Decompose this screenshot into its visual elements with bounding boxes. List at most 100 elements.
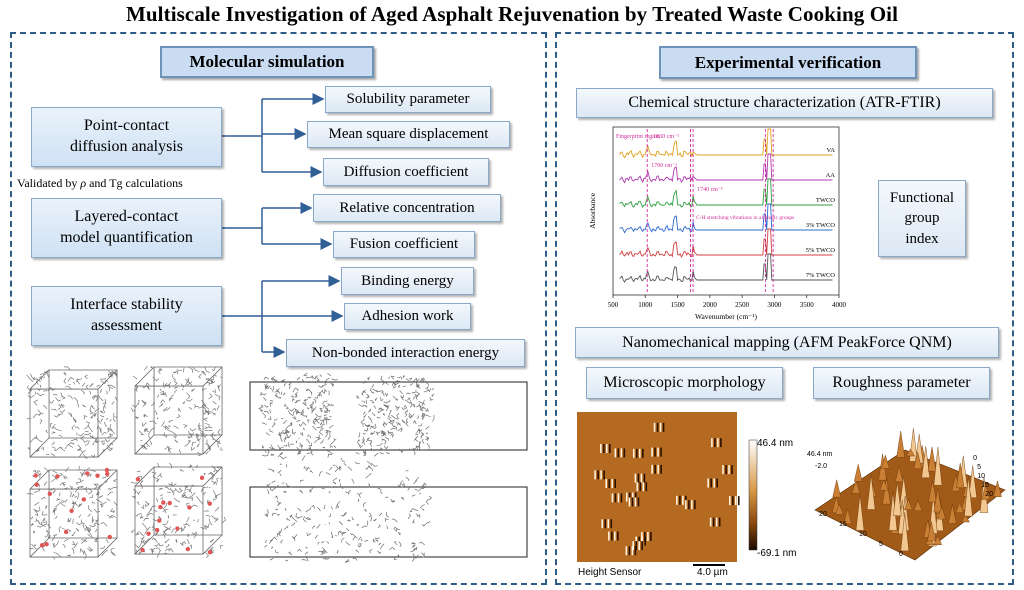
afm-scale-max-label: 46.4 nm (757, 438, 794, 449)
ftir-series-label-1: AA (826, 172, 836, 179)
afm-3d-peak (893, 481, 902, 516)
afm-stripe-domain (653, 422, 665, 432)
afm-stripe-domain (632, 448, 644, 458)
afm-3d-peak (993, 480, 1002, 497)
point-contact-diffusion-box: Point-contact diffusion analysis (31, 107, 222, 167)
afm-3d-peak (899, 476, 908, 507)
afm-3d-peak (933, 535, 943, 545)
ftir-series-line-5 (619, 253, 833, 283)
afm-stripe-domain (611, 493, 623, 503)
afm-stripe-domain (722, 465, 733, 475)
ftir-xtick-label-7: 4000 (832, 301, 847, 309)
afm-3d-peak (933, 446, 943, 486)
afm-3d-peak (921, 446, 930, 478)
afm-stripe-domain (608, 531, 619, 541)
ftir-series-label-2: TWCO (816, 197, 835, 204)
afm-stripe-domain (685, 500, 696, 510)
ftir-series-label-3: 3% TWCO (806, 222, 836, 229)
experimental-verification-header: Experimental verification (659, 46, 917, 79)
afm-stripe-domain (625, 546, 637, 556)
microscopic-morphology-box: Microscopic morphology (586, 367, 783, 399)
diffusion-coefficient-box: Diffusion coefficient (323, 158, 489, 186)
experimental-verification-panel (555, 32, 1014, 585)
ftir-xlabel: Wavenumber (cm⁻¹) (695, 312, 758, 321)
afm-stripe-domain (632, 541, 644, 551)
ftir-series-line-1 (619, 153, 833, 184)
afm-3d-peak (835, 503, 844, 515)
validation-note-pre: Validated by (17, 176, 81, 190)
afm-3d-tick-right-1: 15 (981, 482, 989, 489)
binding-energy-box: Binding energy (341, 267, 474, 295)
ftir-xtick-label-6: 3500 (800, 301, 815, 309)
afm-3d-peak (948, 504, 957, 524)
afm-height-image (577, 412, 758, 566)
afm-3d-peak (961, 515, 970, 523)
solubility-parameter-box: Solubility parameter (325, 86, 491, 113)
afm-3d-peak (896, 430, 905, 458)
ftir-annotation-fingerprint: Fingerprint region (616, 134, 660, 140)
molecular-box-aa (130, 365, 223, 457)
ftir-spectra-chart: 500 1000 1500 2000 2500 3000 3500 4000 Wavenumbe… (588, 126, 847, 321)
afm-3d-tick-right-0: 20 (985, 491, 993, 498)
afm-3d-peak (913, 452, 922, 469)
afm-stripe-domain (634, 473, 646, 483)
fg-line2: group (904, 210, 940, 227)
afm-scale-min-label: -69.1 nm (757, 548, 797, 559)
ftir-series-line-3 (619, 203, 833, 234)
afm-stripe-domain (614, 448, 626, 458)
afm-3d-peak (843, 508, 852, 525)
relative-concentration-box: Relative concentration (313, 194, 501, 222)
ftir-series-label-0: VA (826, 147, 835, 154)
layered-contact-line2: model quantification (60, 229, 193, 246)
afm-stripe-domain (641, 532, 652, 542)
afm-3d-peak (955, 462, 965, 488)
afm-3d-peak (906, 448, 915, 457)
fg-line3: index (905, 230, 939, 247)
afm-3d-tick-right-4: 0 (973, 455, 977, 462)
afm-stripe-domain (651, 447, 662, 457)
layered-contact-model-box: Layered-contact model quantification (31, 198, 222, 258)
afm-3d-peak (981, 483, 991, 500)
functional-group-index-box: Functional group index (878, 180, 966, 257)
molecular-models-image (26, 365, 528, 564)
afm-3d-peak (927, 521, 936, 542)
afm-3d-peak (881, 454, 890, 469)
afm-3d-peak (853, 464, 863, 482)
ftir-xtick-label-2: 1500 (671, 301, 686, 309)
ftir-ylabel: Absorbance (588, 192, 597, 228)
afm-3d-peak (904, 499, 913, 510)
afm-3d-peak (937, 505, 946, 520)
molecular-simulation-panel (10, 32, 547, 585)
afm-stripe-domain (651, 464, 662, 474)
mean-square-displacement-box: Mean square displacement (307, 121, 510, 148)
afm-3d-tick-right-2: 10 (977, 473, 985, 480)
ftir-series-line-2 (619, 178, 833, 209)
point-contact-line2: diffusion analysis (69, 138, 184, 155)
afm-3d-peak (851, 479, 861, 494)
afm-3d-tick-right-3: 5 (977, 464, 981, 471)
point-contact-line1: Point-contact (83, 117, 170, 135)
afm-3d-peak (879, 479, 889, 491)
afm-stripe-domain (709, 517, 721, 527)
ftir-series-label-5: 7% TWCO (806, 272, 836, 279)
afm-3d-peak (933, 487, 943, 513)
ftir-plot-frame (612, 126, 840, 296)
ftir-xtick-label-4: 2500 (735, 301, 750, 309)
afm-3d-peak (928, 480, 937, 503)
roughness-parameter-box: Roughness parameter (813, 367, 990, 399)
afm-3d-peak (913, 499, 923, 511)
ftir-annotation-1700: 1700 cm⁻¹ (651, 163, 677, 169)
fg-line1: Functional (889, 190, 955, 207)
non-bonded-interaction-energy-box: Non-bonded interaction energy (286, 339, 525, 367)
afm-stripe-domain (628, 497, 640, 507)
adhesion-work-box: Adhesion work (344, 303, 471, 330)
afm-3d-zmax: 46.4 nm (807, 451, 832, 458)
afm-stripe-domain (711, 438, 722, 448)
main-title: Multiscale Investigation of Aged Asphalt… (125, 2, 899, 26)
layered-model-before (249, 372, 528, 461)
afm-3d-peak (927, 446, 937, 472)
ftir-series-line-0 (619, 128, 833, 159)
afm-3d-zmin: -2.0 (815, 463, 827, 470)
interface-stability-line1: Interface stability (70, 296, 183, 314)
